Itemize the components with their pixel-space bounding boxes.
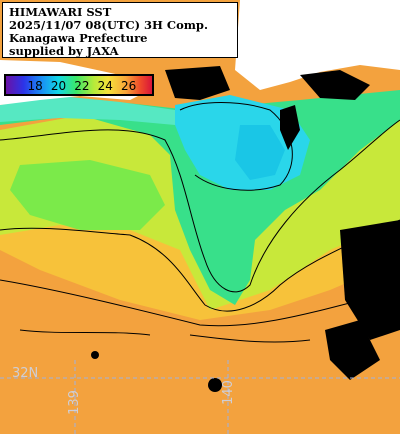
latitude-label: 32N xyxy=(12,366,39,381)
isotherm-line xyxy=(0,219,400,312)
temperature-scale-bar: 18 20 22 24 26 xyxy=(4,74,154,96)
region-name: Kanagawa Prefecture xyxy=(9,31,148,45)
isotherm-line xyxy=(189,334,311,343)
cloud-patch xyxy=(300,70,370,100)
map-info-box: HIMAWARI SST 2025/11/07 08(UTC) 3H Comp.… xyxy=(2,2,238,58)
isotherm-line xyxy=(19,329,151,336)
cloud-patch xyxy=(280,105,300,150)
scale-tick-26: 26 xyxy=(120,79,137,93)
cloud-patch xyxy=(91,351,99,359)
scale-tick-22: 22 xyxy=(74,79,90,93)
longitude-label-east: 140 xyxy=(220,380,236,405)
isotherm-line xyxy=(179,102,293,191)
scale-tick-20: 20 xyxy=(50,79,67,93)
coldest-water-core xyxy=(235,125,285,180)
cloud-patch xyxy=(165,66,230,100)
land-area xyxy=(235,0,400,90)
isotherm-line xyxy=(0,119,400,293)
isotherm-line xyxy=(0,279,400,327)
scale-tick-24: 24 xyxy=(97,79,113,93)
longitude-label-west: 139 xyxy=(66,390,82,415)
cloud-patch xyxy=(208,378,222,392)
cloud-patch xyxy=(340,220,400,340)
green-bay-region xyxy=(10,160,165,230)
coastal-cool-strip xyxy=(0,96,175,125)
product-title: HIMAWARI SST xyxy=(9,5,112,19)
scale-tick-18: 18 xyxy=(27,79,43,93)
data-source: supplied by JAXA xyxy=(9,44,119,58)
timestamp: 2025/11/07 08(UTC) 3H Comp. xyxy=(9,18,208,32)
cloud-patch xyxy=(325,320,380,380)
